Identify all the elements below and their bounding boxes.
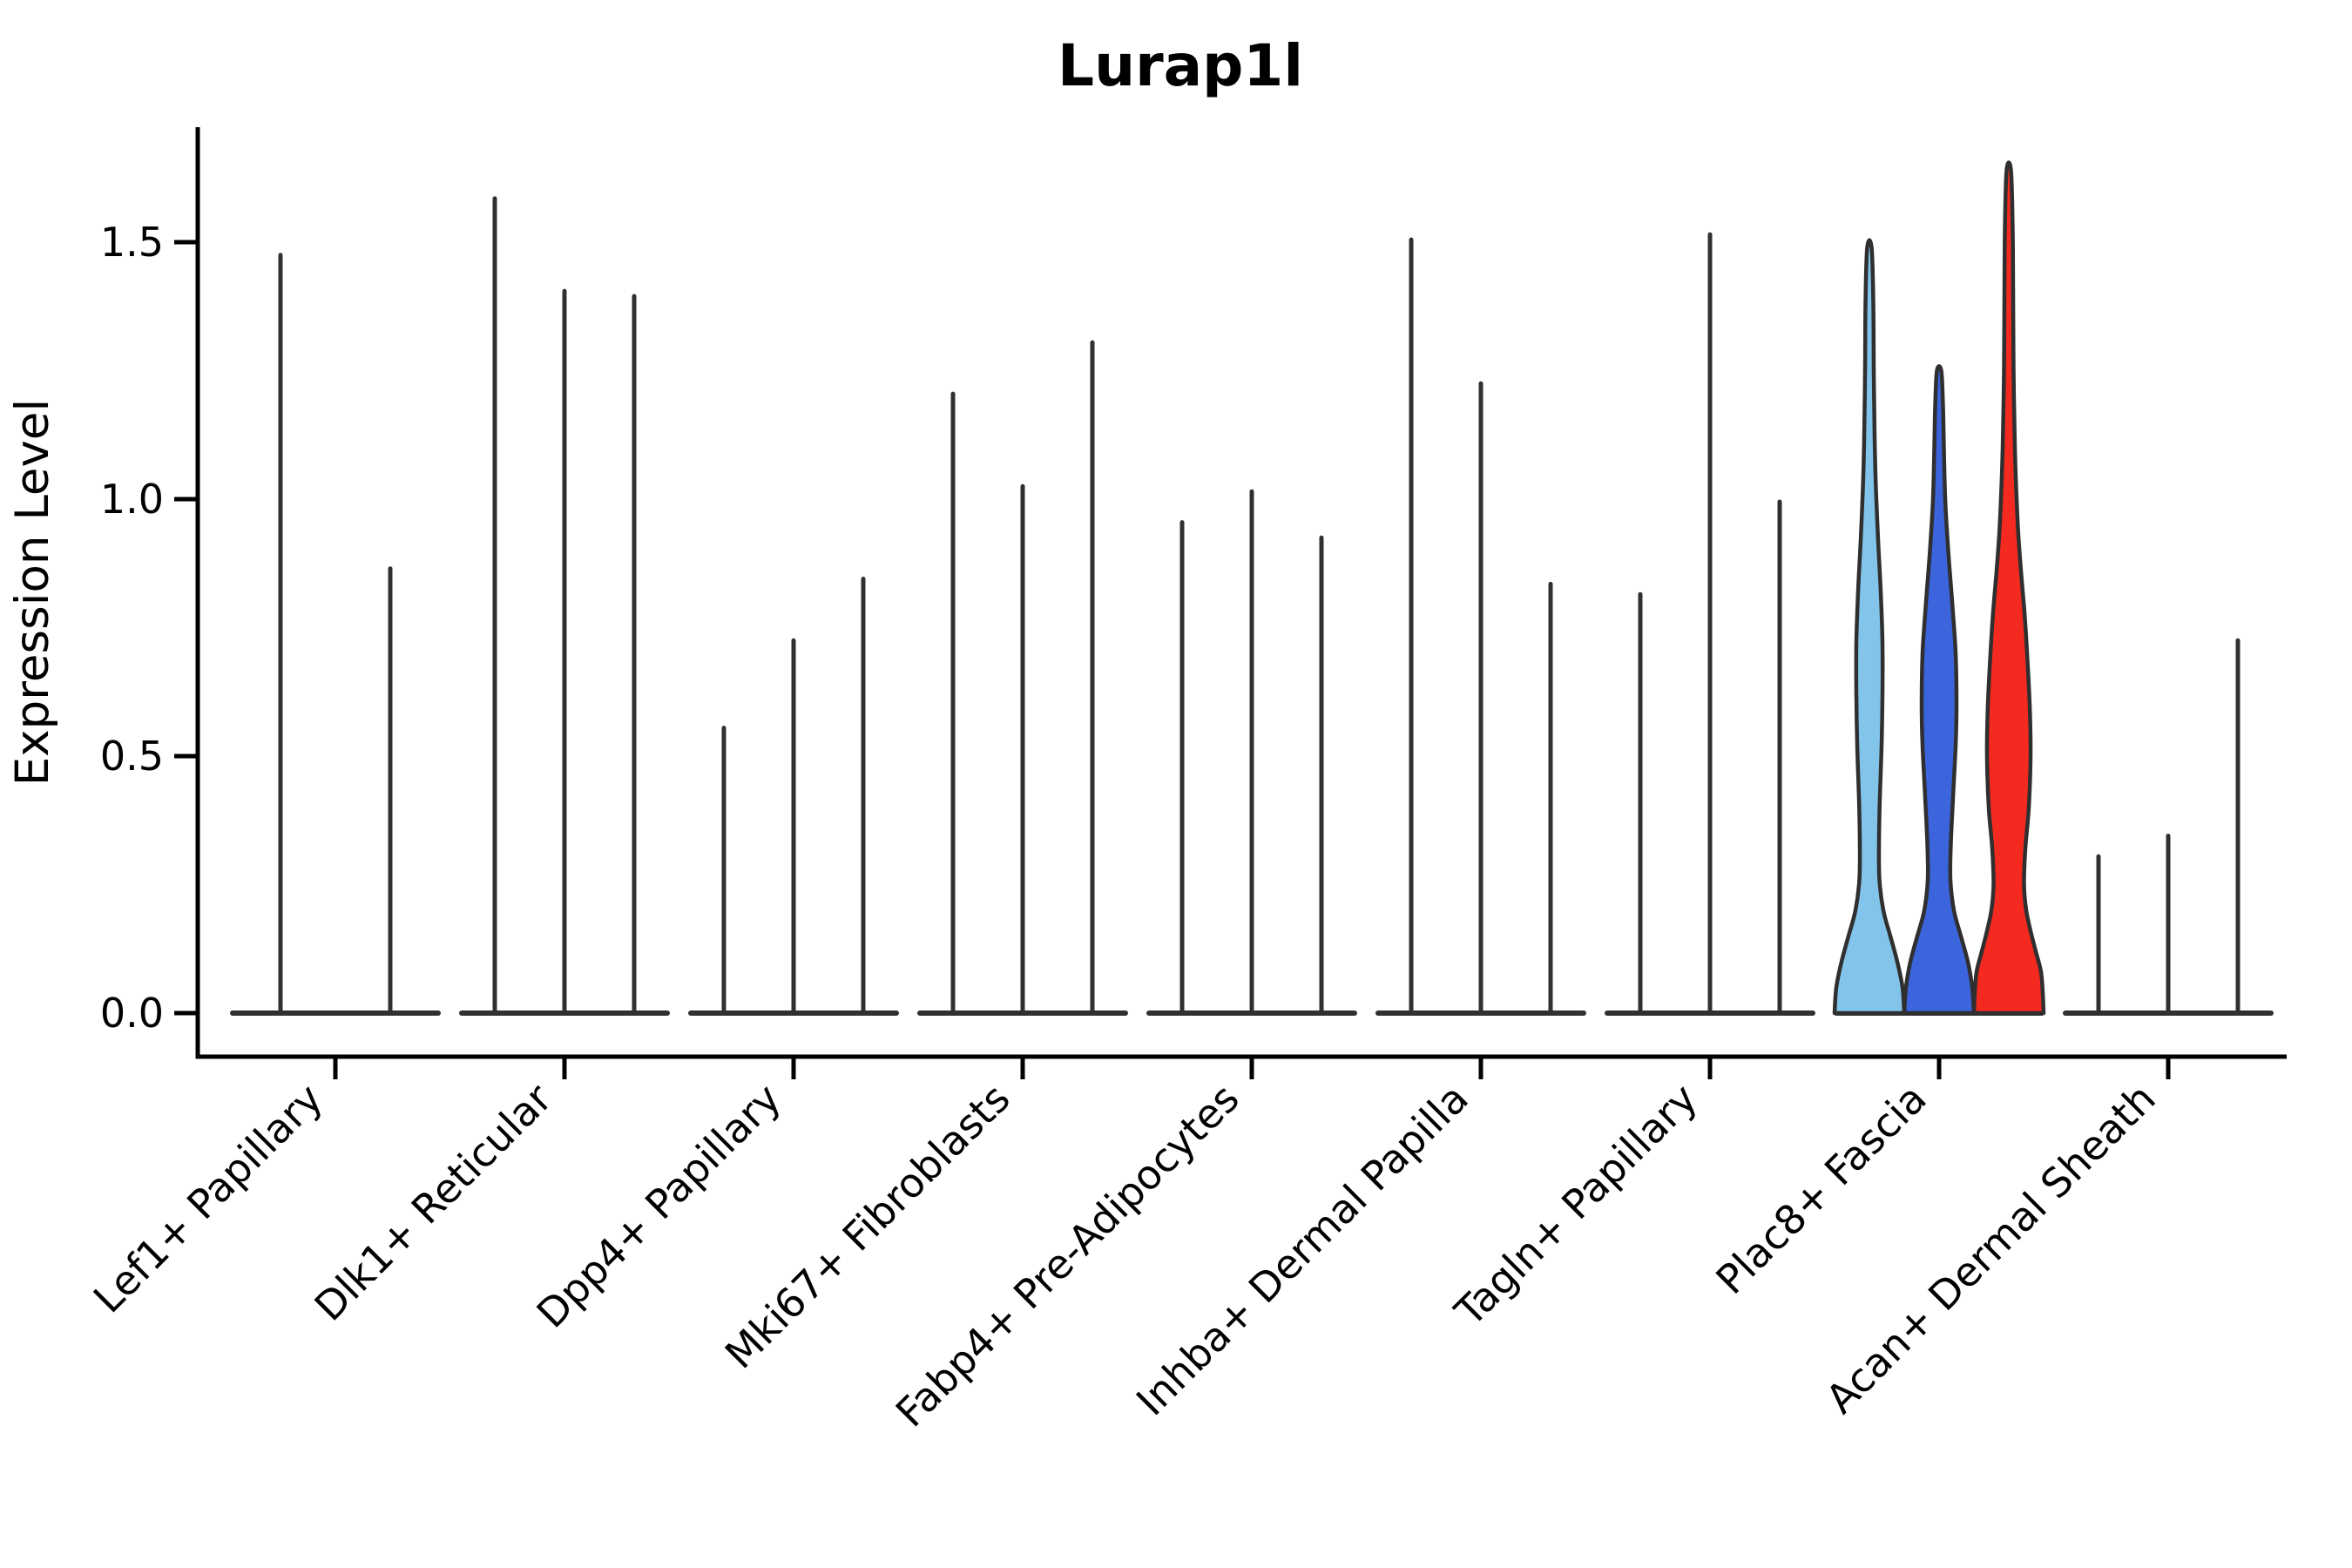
x-tick-label: Plac8+ Fascia <box>1707 1075 1935 1303</box>
violin-group <box>1146 489 1357 1016</box>
violin-group <box>1832 160 2046 1016</box>
violin-filled <box>1971 160 2046 1016</box>
y-tick-label: 1.5 <box>100 219 164 266</box>
violin-filled <box>1902 364 1977 1016</box>
violin-group <box>459 196 670 1016</box>
violin-group <box>230 253 441 1016</box>
axes-spines <box>195 127 2287 1059</box>
y-tick-label: 1.0 <box>100 476 164 523</box>
x-tick-label: Dpp4+ Papillary <box>528 1075 790 1337</box>
plot-title: Lurap1l <box>1058 32 1303 99</box>
x-tick-label: Lef1+ Papillary <box>84 1075 332 1322</box>
violin-group <box>1375 237 1586 1016</box>
y-tick-label: 0.5 <box>100 733 164 780</box>
y-axis-label: Expression Level <box>6 399 59 786</box>
y-tick-label: 0.0 <box>100 990 164 1037</box>
y-axis-ticks: 0.0 0.5 1.0 1.5 <box>100 219 198 1037</box>
violin-group <box>917 340 1128 1016</box>
x-tick-label: Dlk1+ Reticular <box>306 1075 561 1330</box>
x-tick-label: Tagln+ Papillary <box>1445 1075 1707 1336</box>
violin-group <box>2063 638 2274 1016</box>
violin-group <box>688 577 899 1016</box>
violin-group <box>1605 232 1815 1016</box>
violin-filled <box>1832 238 1907 1016</box>
violins-layer <box>230 160 2274 1016</box>
